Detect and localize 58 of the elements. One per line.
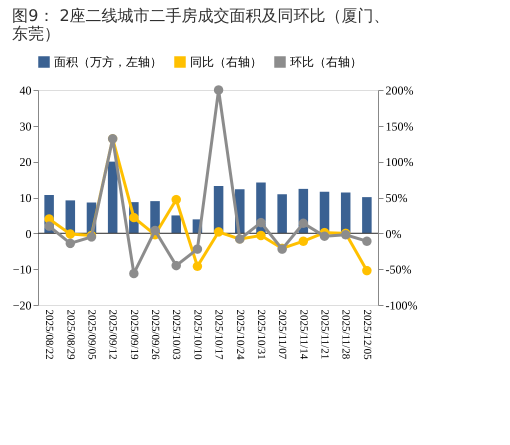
point bbox=[298, 218, 308, 228]
y2-tick-label: 100% bbox=[386, 155, 414, 170]
point bbox=[256, 230, 266, 240]
x-tick-label: 2025/11/14 bbox=[297, 310, 310, 360]
point bbox=[362, 236, 372, 246]
y-tick-label: 40 bbox=[20, 84, 32, 98]
y2-tick-label: 0% bbox=[386, 226, 402, 241]
point bbox=[298, 236, 308, 246]
y-tick-label: 20 bbox=[20, 155, 32, 170]
x-tick-label: 2025/10/17 bbox=[212, 310, 225, 360]
bar bbox=[277, 194, 287, 234]
x-tick-label: 2025/08/22 bbox=[43, 310, 56, 360]
x-tick-label: 2025/11/07 bbox=[276, 310, 288, 360]
point bbox=[192, 262, 202, 272]
point bbox=[171, 260, 181, 270]
x-tick-label: 2025/09/05 bbox=[85, 310, 98, 360]
point bbox=[66, 238, 76, 248]
x-tick-label: 2025/12/05 bbox=[360, 310, 373, 360]
y-tick-label: −20 bbox=[12, 298, 32, 312]
y-tick-label: 0 bbox=[26, 226, 32, 241]
x-tick-label: 2025/11/28 bbox=[340, 310, 352, 360]
x-tick-label: 2025/08/29 bbox=[64, 310, 76, 360]
bar bbox=[340, 192, 350, 234]
x-tick-label: 2025/10/03 bbox=[170, 310, 182, 360]
point bbox=[320, 231, 330, 241]
point bbox=[214, 227, 224, 237]
point bbox=[66, 229, 76, 239]
point bbox=[214, 85, 224, 95]
y2-tick-label: -50% bbox=[386, 262, 412, 277]
legend-label: 环比（右轴） bbox=[290, 55, 362, 69]
point bbox=[362, 266, 372, 276]
y-tick-label: 10 bbox=[20, 191, 32, 205]
x-tick-label: 2025/09/26 bbox=[149, 310, 162, 360]
chart-title: 图9： 2座二线城市二手房成交面积及同环比（厦门、东莞） bbox=[12, 6, 390, 43]
point bbox=[129, 268, 139, 278]
legend-label: 同比（右轴） bbox=[190, 55, 262, 69]
y2-tick-label: 50% bbox=[386, 191, 408, 205]
point bbox=[256, 218, 266, 228]
legend-label: 面积（万方，左轴） bbox=[54, 55, 162, 69]
y2-tick-label: 200% bbox=[386, 84, 414, 98]
y2-tick-label: 150% bbox=[386, 119, 414, 134]
x-tick-label: 2025/10/10 bbox=[191, 310, 204, 360]
x-tick-label: 2025/09/19 bbox=[128, 310, 140, 360]
y2-tick-label: -100% bbox=[386, 298, 418, 312]
bar bbox=[108, 162, 118, 234]
y-tick-label: 30 bbox=[20, 119, 32, 134]
x-tick-label: 2025/10/31 bbox=[254, 310, 267, 360]
x-tick-label: 2025/11/21 bbox=[318, 310, 331, 360]
point bbox=[171, 194, 181, 204]
point bbox=[44, 221, 54, 231]
x-tick-label: 2025/10/24 bbox=[234, 310, 246, 360]
x-tick-label: 2025/09/12 bbox=[106, 310, 119, 360]
bar bbox=[362, 197, 372, 234]
y-tick-label: −10 bbox=[12, 262, 32, 277]
point bbox=[192, 244, 202, 254]
bar bbox=[171, 215, 181, 234]
point bbox=[129, 212, 139, 222]
point bbox=[150, 226, 160, 236]
